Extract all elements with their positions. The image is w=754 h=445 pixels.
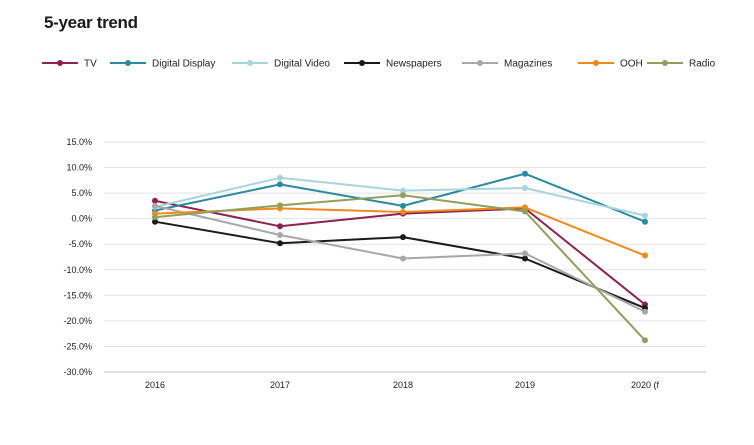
x-tick-label: 2020 (f xyxy=(631,380,660,390)
series-newspapers xyxy=(152,218,648,312)
series-magazines xyxy=(152,202,648,315)
legend-item-digital-display: Digital Display xyxy=(110,59,215,70)
data-point xyxy=(522,185,528,191)
x-axis-ticks: 2016 2017 2018 2019 2020 (f xyxy=(145,380,660,390)
series-tv xyxy=(152,197,648,308)
data-point xyxy=(522,170,528,177)
data-point xyxy=(522,204,528,211)
data-point xyxy=(400,209,406,215)
y-tick-label: -10.0% xyxy=(63,265,92,275)
series-line-radio xyxy=(154,194,646,341)
series-radio xyxy=(152,192,648,344)
series-digital-display xyxy=(152,170,648,225)
legend-label: TV xyxy=(84,59,97,70)
data-point xyxy=(642,308,648,315)
y-tick-label: -30.0% xyxy=(63,367,92,377)
legend-label: Digital Video xyxy=(274,59,330,70)
data-point xyxy=(152,218,158,225)
legend-item-tv: TV xyxy=(42,59,97,70)
data-point xyxy=(152,197,158,204)
legend-item-magazines: Magazines xyxy=(462,59,552,70)
y-tick-label: -25.0% xyxy=(63,341,92,351)
legend-label: Digital Display xyxy=(152,59,215,70)
x-tick-label: 2019 xyxy=(515,380,535,390)
y-tick-label: -15.0% xyxy=(63,290,92,300)
legend-marker xyxy=(662,60,668,66)
legend-label: OOH xyxy=(620,59,643,70)
data-point xyxy=(522,250,528,257)
y-tick-label: -5.0% xyxy=(68,239,92,249)
legend-item-newspapers: Newspapers xyxy=(344,59,442,70)
data-point xyxy=(277,174,283,181)
data-point xyxy=(277,202,283,209)
legend-marker xyxy=(593,60,599,66)
legend-label: Radio xyxy=(689,59,716,70)
x-tick-label: 2017 xyxy=(270,380,290,390)
legend-label: Newspapers xyxy=(386,59,442,70)
data-point xyxy=(642,212,648,219)
data-point xyxy=(277,223,283,230)
legend-marker xyxy=(57,60,63,66)
data-point xyxy=(400,187,406,194)
x-tick-label: 2018 xyxy=(393,380,413,390)
legend-item-digital-video: Digital Video xyxy=(232,59,330,70)
x-tick-label: 2016 xyxy=(145,380,165,390)
y-tick-label: 5.0% xyxy=(71,188,92,198)
data-point xyxy=(277,181,283,188)
data-point xyxy=(400,192,406,199)
legend-item-ooh: OOH xyxy=(578,59,643,70)
y-tick-label: 0.0% xyxy=(71,214,92,224)
data-point xyxy=(277,240,283,247)
y-tick-label: 15.0% xyxy=(66,137,92,147)
legend-marker xyxy=(125,60,131,66)
data-point xyxy=(152,214,158,221)
chart-title: 5-year trend xyxy=(44,13,138,32)
data-point xyxy=(400,234,406,241)
series-lines xyxy=(152,170,648,344)
legend-marker xyxy=(359,60,365,66)
legend: TV Digital Display Digital Video Newspapers… xyxy=(42,59,716,70)
data-point xyxy=(642,337,648,344)
series-ooh xyxy=(152,204,648,259)
data-point xyxy=(642,218,648,225)
y-axis-ticks: 15.0% 10.0% 5.0% 0.0% -5.0% -10.0% -15.0% -20.0… xyxy=(63,137,92,377)
data-point xyxy=(522,255,528,262)
y-tick-label: -20.0% xyxy=(63,316,92,326)
data-point xyxy=(642,252,648,259)
data-point xyxy=(400,255,406,262)
legend-marker xyxy=(477,60,483,66)
legend-item-radio: Radio xyxy=(647,59,716,70)
data-point xyxy=(277,232,283,238)
series-line-tv xyxy=(154,199,646,306)
data-point xyxy=(400,202,406,209)
legend-label: Magazines xyxy=(504,59,552,70)
data-point xyxy=(522,208,528,215)
legend-marker xyxy=(247,60,253,66)
y-tick-label: 10.0% xyxy=(66,163,92,173)
data-point xyxy=(152,202,158,209)
